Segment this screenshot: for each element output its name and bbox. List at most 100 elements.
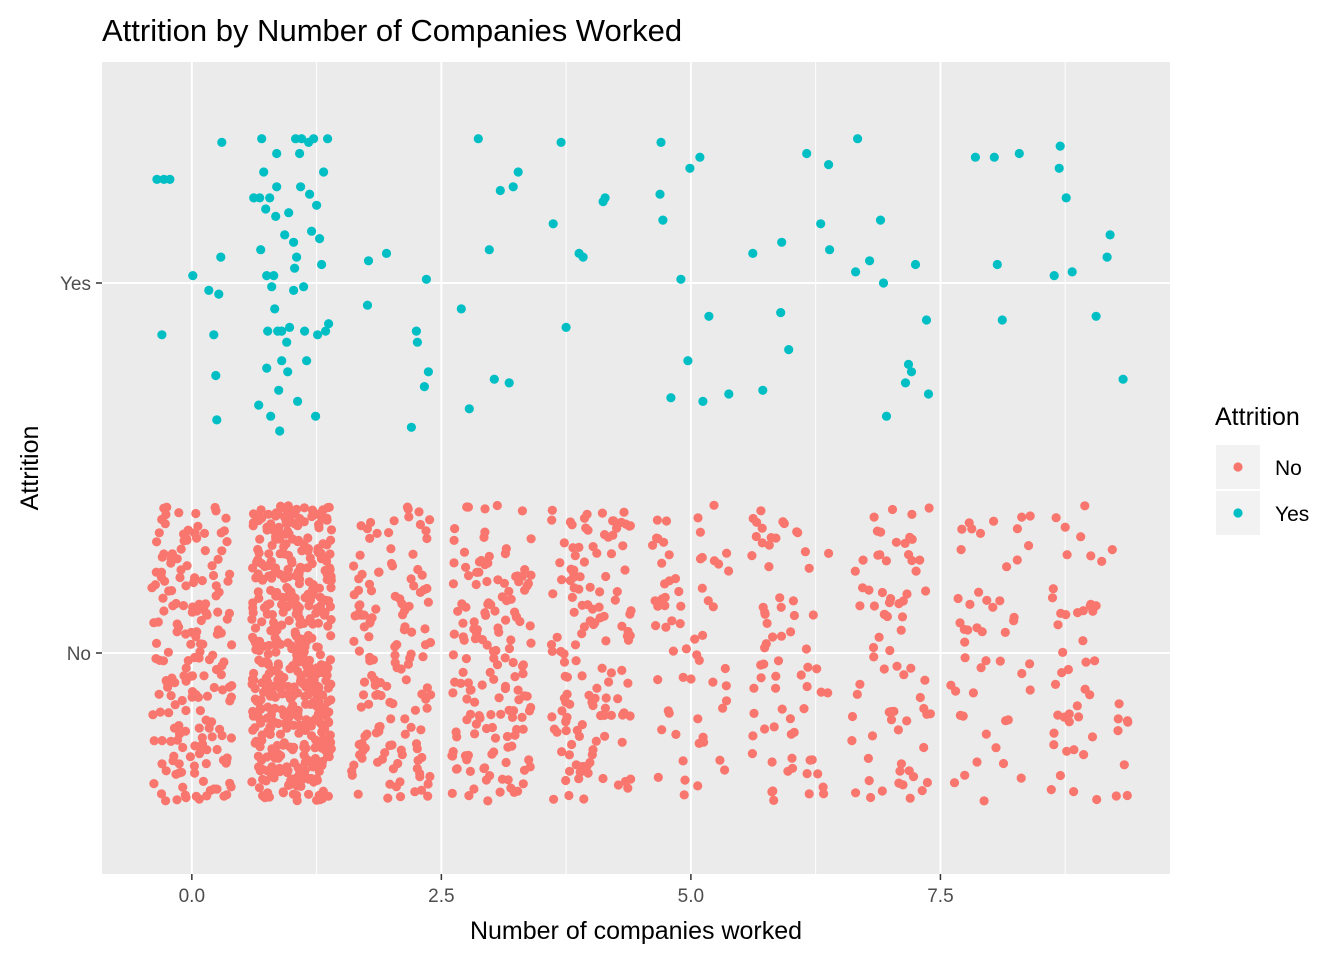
point-no (818, 782, 828, 792)
point-no (287, 641, 297, 651)
point-yes (272, 148, 282, 159)
point-no (386, 558, 397, 569)
point-no (353, 789, 363, 799)
point-yes (548, 219, 558, 229)
point-no (284, 616, 294, 626)
point-no (1049, 728, 1059, 738)
point-no (619, 708, 629, 718)
point-no (667, 616, 677, 626)
point-no (462, 754, 472, 764)
point-no (804, 789, 814, 799)
x-tick-label: 0.0 (179, 886, 205, 907)
point-no (190, 768, 200, 778)
point-no (567, 592, 578, 603)
point-no (370, 675, 380, 685)
point-no (524, 706, 535, 716)
point-no (500, 683, 510, 694)
point-no (904, 550, 914, 560)
point-no (858, 555, 868, 565)
point-no (549, 794, 559, 804)
point-no (227, 640, 237, 650)
point-no (1092, 794, 1102, 805)
point-yes (776, 308, 786, 318)
point-no (756, 506, 766, 516)
point-no (518, 724, 528, 734)
point-no (680, 775, 690, 785)
point-no (364, 632, 374, 642)
point-no (612, 587, 622, 597)
point-no (894, 778, 904, 788)
point-no (254, 783, 264, 793)
point-no (547, 712, 557, 722)
point-no (349, 636, 359, 647)
point-yes (504, 378, 514, 388)
point-no (304, 721, 315, 731)
point-yes (290, 263, 300, 273)
point-yes (323, 134, 333, 144)
point-no (423, 791, 433, 801)
point-no (653, 534, 663, 544)
point-no (302, 668, 312, 678)
point-no (272, 625, 282, 636)
point-no (163, 647, 173, 657)
point-yes (456, 304, 466, 314)
point-no (180, 726, 191, 736)
point-no (510, 672, 520, 682)
point-no (759, 659, 769, 669)
point-no (777, 704, 787, 714)
point-no (271, 508, 281, 518)
point-no (1062, 746, 1072, 756)
point-no (267, 540, 277, 551)
point-yes (989, 152, 999, 162)
point-yes (1054, 163, 1064, 173)
point-no (365, 652, 375, 662)
point-no (189, 761, 199, 771)
point-no (562, 689, 572, 699)
point-no (216, 670, 226, 680)
point-no (417, 570, 427, 580)
point-no (547, 646, 557, 657)
point-no (482, 576, 492, 587)
point-yes (784, 345, 794, 355)
point-no (919, 742, 929, 753)
point-no (385, 779, 395, 789)
point-yes (217, 137, 227, 147)
point-no (917, 786, 927, 796)
point-no (360, 731, 370, 741)
point-yes (1055, 141, 1065, 151)
point-no (604, 677, 614, 687)
point-yes (311, 411, 321, 421)
point-no (1003, 715, 1013, 725)
point-no (557, 575, 567, 585)
point-no (249, 668, 259, 679)
point-no (493, 623, 503, 633)
point-no (776, 631, 787, 641)
point-yes (1061, 193, 1071, 203)
point-no (908, 772, 919, 782)
point-no (276, 672, 287, 682)
point-no (581, 523, 591, 533)
point-no (412, 744, 422, 754)
point-no (222, 537, 232, 547)
point-no (303, 544, 313, 554)
point-no (376, 690, 386, 701)
point-no (305, 553, 315, 563)
point-no (582, 761, 592, 771)
point-no (159, 549, 169, 559)
point-no (449, 629, 459, 639)
point-yes (289, 285, 299, 295)
point-no (152, 537, 162, 547)
point-no (202, 691, 213, 701)
point-no (423, 597, 433, 607)
point-no (894, 599, 904, 609)
point-no (813, 769, 823, 779)
point-no (504, 586, 514, 597)
point-no (149, 779, 159, 789)
point-no (158, 593, 168, 603)
point-no (452, 764, 462, 774)
point-no (622, 631, 633, 641)
point-no (217, 661, 227, 671)
point-no (675, 619, 685, 629)
point-no (459, 547, 470, 557)
point-no (698, 732, 708, 742)
